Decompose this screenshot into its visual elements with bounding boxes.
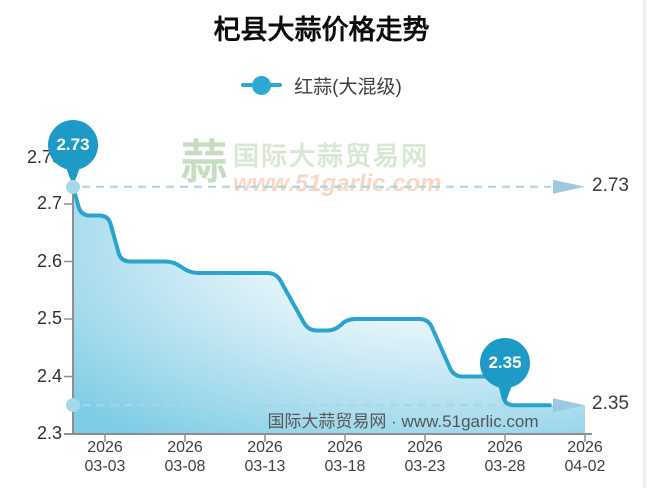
legend-dot-icon <box>252 75 272 95</box>
series-line <box>71 184 552 408</box>
legend-marker-icon <box>241 75 283 95</box>
right-edge-strip <box>643 0 647 488</box>
min-price-axis-dot <box>66 398 80 413</box>
right-min-price-label: 2.35 <box>592 393 629 415</box>
marker-bubble: 2.35 <box>480 338 530 389</box>
start-point-dot <box>66 179 80 194</box>
legend-item[interactable]: 红蒜(大混级) <box>0 70 643 100</box>
watermark: 蒜 国际大蒜贸易网 www.51garlic.com <box>181 136 442 197</box>
right-max-price-label: 2.73 <box>592 174 629 196</box>
watermark-site-name: 国际大蒜贸易网 <box>233 141 430 171</box>
marker-bubble: 2.73 <box>48 119 98 170</box>
footer-watermark: 国际大蒜贸易网 · www.51garlic.com <box>267 412 539 431</box>
arrowhead-icon <box>553 179 585 194</box>
legend-label: 红蒜(大混级) <box>294 76 402 98</box>
series-area <box>73 186 585 434</box>
chart-title: 杞县大蒜价格走势 <box>213 15 430 45</box>
marker-value: 2.35 <box>488 353 522 373</box>
arrowhead-icon <box>553 398 585 413</box>
watermark-text: 国际大蒜贸易网 www.51garlic.com <box>233 141 442 197</box>
marker-value: 2.73 <box>56 134 90 154</box>
garlic-logo-icon: 蒜 <box>181 136 227 188</box>
watermark-site-url: www.51garlic.com <box>233 170 442 197</box>
